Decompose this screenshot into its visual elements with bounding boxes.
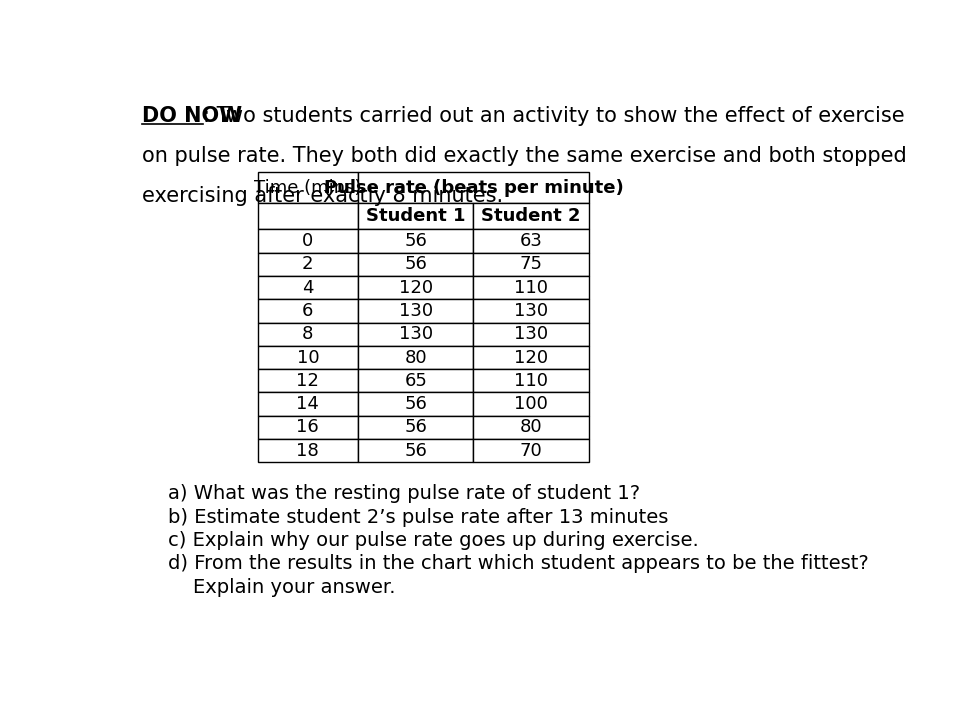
Text: 56: 56	[404, 395, 427, 413]
Text: 80: 80	[404, 348, 427, 366]
Bar	[257, 300, 358, 323]
Text: 56: 56	[404, 441, 427, 459]
Text: 12: 12	[297, 372, 320, 390]
Text: 6: 6	[302, 302, 314, 320]
Text: b) Estimate student 2’s pulse rate after 13 minutes: b) Estimate student 2’s pulse rate after…	[168, 508, 669, 527]
Bar	[257, 439, 358, 462]
Bar	[473, 369, 588, 392]
Text: 56: 56	[404, 418, 427, 436]
Text: Time (mins): Time (mins)	[254, 179, 362, 197]
Text: 0: 0	[302, 232, 314, 250]
Bar	[473, 415, 588, 439]
Bar	[358, 439, 473, 462]
Bar	[473, 439, 588, 462]
Text: 130: 130	[514, 325, 548, 343]
Text: exercising after exactly 8 minutes.: exercising after exactly 8 minutes.	[142, 186, 503, 206]
Bar	[257, 203, 358, 230]
Text: 75: 75	[519, 256, 542, 274]
Bar	[473, 392, 588, 415]
Bar	[257, 276, 358, 300]
Bar	[257, 230, 358, 253]
Text: 120: 120	[398, 279, 433, 297]
Bar	[473, 323, 588, 346]
Bar	[473, 346, 588, 369]
Text: 56: 56	[404, 232, 427, 250]
Text: 16: 16	[297, 418, 320, 436]
Text: 10: 10	[297, 348, 319, 366]
Bar	[358, 230, 473, 253]
Bar	[473, 203, 588, 230]
Bar	[257, 253, 358, 276]
Text: 14: 14	[297, 395, 320, 413]
Bar	[358, 415, 473, 439]
Text: c) Explain why our pulse rate goes up during exercise.: c) Explain why our pulse rate goes up du…	[168, 531, 699, 550]
Bar	[257, 323, 358, 346]
Text: on pulse rate. They both did exactly the same exercise and both stopped: on pulse rate. They both did exactly the…	[142, 145, 907, 166]
Text: 100: 100	[515, 395, 548, 413]
Text: d) From the results in the chart which student appears to be the fittest?: d) From the results in the chart which s…	[168, 554, 869, 573]
Text: 8: 8	[302, 325, 314, 343]
Text: 4: 4	[302, 279, 314, 297]
Text: 65: 65	[404, 372, 427, 390]
Text: Explain your answer.: Explain your answer.	[168, 577, 396, 597]
Text: 56: 56	[404, 256, 427, 274]
Bar	[358, 346, 473, 369]
Text: 120: 120	[514, 348, 548, 366]
Text: 18: 18	[297, 441, 320, 459]
Bar	[473, 300, 588, 323]
Text: Student 2: Student 2	[481, 207, 581, 225]
Bar	[473, 276, 588, 300]
Text: 130: 130	[398, 302, 433, 320]
Bar	[257, 172, 358, 203]
Bar	[358, 323, 473, 346]
Bar	[358, 276, 473, 300]
Text: 2: 2	[302, 256, 314, 274]
Text: Student 1: Student 1	[366, 207, 466, 225]
Bar	[473, 253, 588, 276]
Bar	[257, 415, 358, 439]
Text: 63: 63	[519, 232, 542, 250]
Bar	[358, 203, 473, 230]
Text: 70: 70	[519, 441, 542, 459]
Text: 130: 130	[514, 302, 548, 320]
Text: 110: 110	[514, 372, 548, 390]
Text: : Two students carried out an activity to show the effect of exercise: : Two students carried out an activity t…	[204, 106, 905, 126]
Text: 80: 80	[519, 418, 542, 436]
Text: 110: 110	[514, 279, 548, 297]
Text: 130: 130	[398, 325, 433, 343]
Text: a) What was the resting pulse rate of student 1?: a) What was the resting pulse rate of st…	[168, 485, 640, 503]
Bar	[257, 346, 358, 369]
Bar	[358, 172, 588, 203]
Bar	[257, 392, 358, 415]
Bar	[257, 369, 358, 392]
Text: Pulse rate (beats per minute): Pulse rate (beats per minute)	[324, 179, 623, 197]
Bar	[473, 230, 588, 253]
Bar	[358, 369, 473, 392]
Text: DO NOW: DO NOW	[142, 106, 243, 126]
Bar	[358, 300, 473, 323]
Bar	[358, 253, 473, 276]
Bar	[358, 392, 473, 415]
